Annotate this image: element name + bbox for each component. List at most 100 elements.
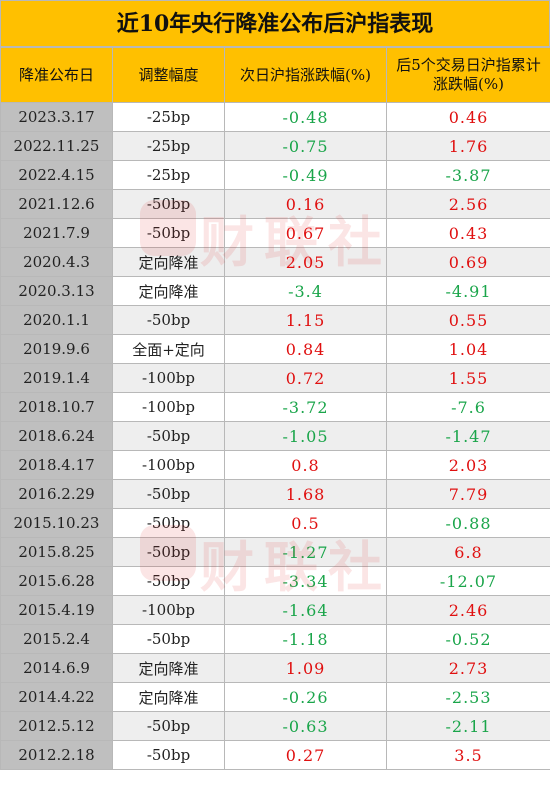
table-row: 2022.11.25 -25bp -0.75 1.76 (0, 131, 550, 161)
next-day-change-cell: 1.68 (224, 479, 387, 509)
table-row: 2020.3.13 定向降准 -3.4 -4.91 (0, 276, 550, 306)
five-day-change-cell: -2.11 (386, 711, 550, 741)
next-day-change-cell: 0.5 (224, 508, 387, 538)
date-cell: 2015.6.28 (0, 566, 113, 596)
adjustment-cell: -100bp (112, 595, 225, 625)
five-day-change-cell: -2.53 (386, 682, 550, 712)
table-row: 2018.10.7 -100bp -3.72 -7.6 (0, 392, 550, 422)
five-day-change-cell: 0.43 (386, 218, 550, 248)
adjustment-cell: -100bp (112, 363, 225, 393)
next-day-change-cell: -1.27 (224, 537, 387, 567)
adjustment-cell: 定向降准 (112, 682, 225, 712)
adjustment-cell: -25bp (112, 102, 225, 132)
table-row: 2020.1.1 -50bp 1.15 0.55 (0, 305, 550, 335)
table-row: 2021.7.9 -50bp 0.67 0.43 (0, 218, 550, 248)
date-cell: 2015.10.23 (0, 508, 113, 538)
table-row: 2018.4.17 -100bp 0.8 2.03 (0, 450, 550, 480)
next-day-change-cell: 2.05 (224, 247, 387, 277)
adjustment-cell: -50bp (112, 624, 225, 654)
date-cell: 2019.1.4 (0, 363, 113, 393)
header-row: 降准公布日 调整幅度 次日沪指涨跌幅(%) 后5个交易日沪指累计涨跌幅(%) (0, 47, 550, 103)
adjustment-cell: 定向降准 (112, 247, 225, 277)
adjustment-cell: 定向降准 (112, 276, 225, 306)
five-day-change-cell: 0.46 (386, 102, 550, 132)
adjustment-cell: -50bp (112, 566, 225, 596)
date-cell: 2021.7.9 (0, 218, 113, 248)
next-day-change-cell: -3.34 (224, 566, 387, 596)
date-cell: 2012.2.18 (0, 740, 113, 770)
next-day-change-cell: -0.75 (224, 131, 387, 161)
next-day-change-cell: -0.63 (224, 711, 387, 741)
table-row: 2015.10.23 -50bp 0.5 -0.88 (0, 508, 550, 538)
adjustment-cell: -25bp (112, 160, 225, 190)
next-day-change-cell: 1.09 (224, 653, 387, 683)
header-five-day-change: 后5个交易日沪指累计涨跌幅(%) (386, 47, 550, 103)
five-day-change-cell: 2.46 (386, 595, 550, 625)
table-row: 2022.4.15 -25bp -0.49 -3.87 (0, 160, 550, 190)
five-day-change-cell: -0.52 (386, 624, 550, 654)
adjustment-cell: -50bp (112, 740, 225, 770)
next-day-change-cell: -3.72 (224, 392, 387, 422)
table-row: 2015.2.4 -50bp -1.18 -0.52 (0, 624, 550, 654)
date-cell: 2020.4.3 (0, 247, 113, 277)
header-adjustment: 调整幅度 (112, 47, 225, 103)
header-next-day-change: 次日沪指涨跌幅(%) (224, 47, 387, 103)
five-day-change-cell: 1.04 (386, 334, 550, 364)
date-cell: 2016.2.29 (0, 479, 113, 509)
next-day-change-cell: 0.16 (224, 189, 387, 219)
next-day-change-cell: 0.72 (224, 363, 387, 393)
adjustment-cell: -50bp (112, 421, 225, 451)
five-day-change-cell: 2.03 (386, 450, 550, 480)
date-cell: 2018.6.24 (0, 421, 113, 451)
date-cell: 2014.4.22 (0, 682, 113, 712)
date-cell: 2015.2.4 (0, 624, 113, 654)
rrr-cut-table: 降准公布日 调整幅度 次日沪指涨跌幅(%) 后5个交易日沪指累计涨跌幅(%) 2… (0, 47, 550, 770)
adjustment-cell: -100bp (112, 450, 225, 480)
table-row: 2021.12.6 -50bp 0.16 2.56 (0, 189, 550, 219)
date-cell: 2022.4.15 (0, 160, 113, 190)
five-day-change-cell: -4.91 (386, 276, 550, 306)
table-title: 近10年央行降准公布后沪指表现 (0, 0, 550, 47)
adjustment-cell: 全面+定向 (112, 334, 225, 364)
header-date: 降准公布日 (0, 47, 113, 103)
date-cell: 2023.3.17 (0, 102, 113, 132)
table-row: 2023.3.17 -25bp -0.48 0.46 (0, 102, 550, 132)
five-day-change-cell: 0.55 (386, 305, 550, 335)
next-day-change-cell: 1.15 (224, 305, 387, 335)
adjustment-cell: -50bp (112, 537, 225, 567)
five-day-change-cell: 7.79 (386, 479, 550, 509)
next-day-change-cell: -1.05 (224, 421, 387, 451)
adjustment-cell: -50bp (112, 189, 225, 219)
adjustment-cell: -100bp (112, 392, 225, 422)
table-row: 2015.4.19 -100bp -1.64 2.46 (0, 595, 550, 625)
date-cell: 2020.3.13 (0, 276, 113, 306)
date-cell: 2020.1.1 (0, 305, 113, 335)
next-day-change-cell: 0.27 (224, 740, 387, 770)
date-cell: 2014.6.9 (0, 653, 113, 683)
table-row: 2012.2.18 -50bp 0.27 3.5 (0, 740, 550, 770)
table-row: 2019.9.6 全面+定向 0.84 1.04 (0, 334, 550, 364)
next-day-change-cell: -0.26 (224, 682, 387, 712)
five-day-change-cell: -12.07 (386, 566, 550, 596)
date-cell: 2018.10.7 (0, 392, 113, 422)
table-row: 2020.4.3 定向降准 2.05 0.69 (0, 247, 550, 277)
adjustment-cell: -50bp (112, 479, 225, 509)
adjustment-cell: -50bp (112, 305, 225, 335)
table-row: 2019.1.4 -100bp 0.72 1.55 (0, 363, 550, 393)
adjustment-cell: -50bp (112, 508, 225, 538)
date-cell: 2021.12.6 (0, 189, 113, 219)
date-cell: 2022.11.25 (0, 131, 113, 161)
five-day-change-cell: 6.8 (386, 537, 550, 567)
next-day-change-cell: 0.84 (224, 334, 387, 364)
table-row: 2015.6.28 -50bp -3.34 -12.07 (0, 566, 550, 596)
five-day-change-cell: 3.5 (386, 740, 550, 770)
next-day-change-cell: 0.67 (224, 218, 387, 248)
adjustment-cell: 定向降准 (112, 653, 225, 683)
next-day-change-cell: -3.4 (224, 276, 387, 306)
five-day-change-cell: 1.76 (386, 131, 550, 161)
five-day-change-cell: -1.47 (386, 421, 550, 451)
five-day-change-cell: 1.55 (386, 363, 550, 393)
next-day-change-cell: -0.49 (224, 160, 387, 190)
table-row: 2015.8.25 -50bp -1.27 6.8 (0, 537, 550, 567)
adjustment-cell: -50bp (112, 218, 225, 248)
